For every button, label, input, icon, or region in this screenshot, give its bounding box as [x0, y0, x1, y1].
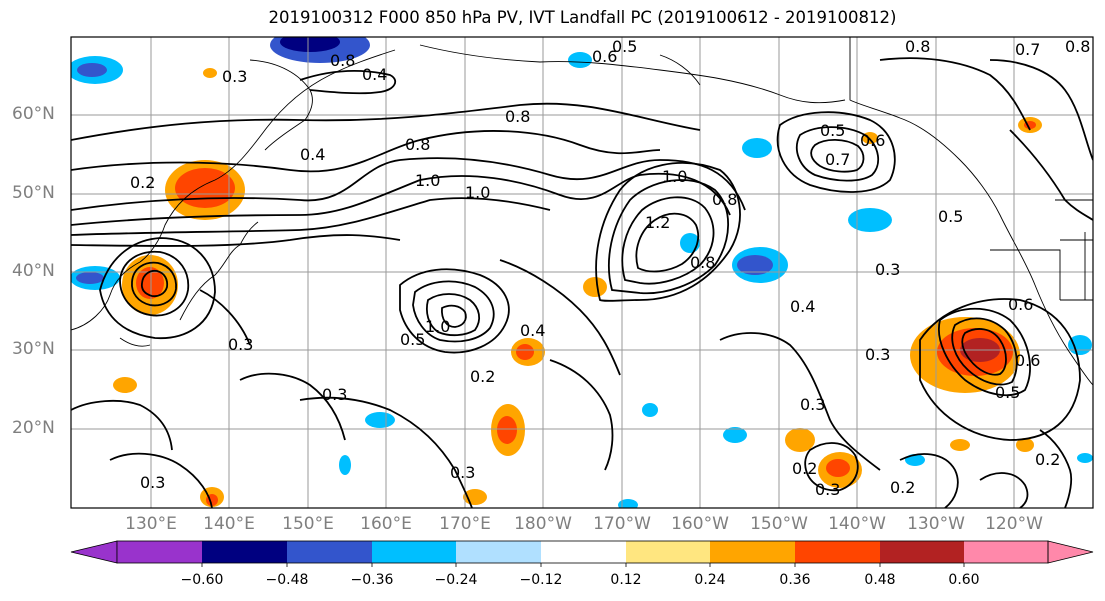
map-title: 2019100312 F000 850 hPa PV, IVT Landfall…: [268, 8, 897, 27]
shaded-anomalies: [71, 37, 1093, 508]
colorbar-segment: [287, 541, 372, 563]
contour-label-group: 0.8 0.4 0.3 0.2 0.6 0.4 0.8 0.5 0.8 1.0 …: [130, 37, 1090, 499]
contour-label: 0.2: [130, 173, 155, 192]
contour-label: 0.5: [820, 121, 845, 140]
contour-lines: [71, 57, 1093, 508]
positive-anomaly-regions: [113, 68, 1042, 507]
contour-label: 1.0: [465, 183, 490, 202]
contour-label: 0.3: [800, 395, 825, 414]
lon-label: 170°E: [439, 514, 491, 534]
contour-label: 0.6: [1015, 351, 1040, 370]
lat-label: 30°N: [12, 339, 55, 359]
contour-label: 0.2: [470, 367, 495, 386]
contour-label: 0.3: [815, 480, 840, 499]
coastlines: [71, 37, 1093, 386]
lon-label: 150°E: [282, 514, 334, 534]
contour-label: 1.0: [425, 317, 450, 336]
contour-label: 0.2: [890, 478, 915, 497]
colorbar: [70, 540, 1094, 567]
contour-label: 0.3: [140, 473, 165, 492]
contour-label: 0.8: [712, 190, 737, 209]
colorbar-tick-label: 0.36: [779, 572, 811, 588]
contour-label: 0.8: [405, 135, 430, 154]
contour-label: 1.0: [662, 167, 687, 186]
contour-label: 0.7: [825, 150, 850, 169]
colorbar-tick-label: 0.60: [948, 572, 980, 588]
contour-label: 0.7: [1015, 40, 1040, 59]
lon-label: 170°W: [593, 514, 651, 534]
contour-label: 1.2: [645, 213, 670, 232]
contour-label: 0.6: [592, 47, 617, 66]
lon-label: 130°E: [125, 514, 177, 534]
lat-label: 40°N: [12, 261, 55, 281]
contour-label: 0.8: [505, 107, 530, 126]
colorbar-segment: [70, 540, 118, 564]
contour-label: 0.5: [995, 383, 1020, 402]
graticule: [71, 37, 1093, 508]
contour-label: 0.3: [450, 463, 475, 482]
lat-label: 50°N: [12, 183, 55, 203]
contour-label: 0.5: [400, 330, 425, 349]
contour-label: 0.4: [362, 65, 387, 84]
map-frame: [70, 36, 1094, 509]
colorbar-tick-label: −0.36: [350, 572, 394, 588]
colorbar-segment: [710, 541, 795, 563]
contour-label: 0.4: [300, 145, 325, 164]
colorbar-tick-label: −0.48: [265, 572, 309, 588]
contour-label: 0.8: [1065, 37, 1090, 56]
contour-label: 0.6: [1008, 295, 1033, 314]
contour-label: 1.0: [415, 171, 440, 190]
lat-label: 60°N: [12, 104, 55, 124]
lon-label: 160°E: [360, 514, 412, 534]
contour-label: 0.3: [322, 385, 347, 404]
lon-label: 140°W: [828, 514, 886, 534]
lon-label: 140°E: [203, 514, 255, 534]
colorbar-segment: [372, 541, 456, 563]
lon-label: 150°W: [750, 514, 808, 534]
contour-label: 0.8: [905, 37, 930, 56]
colorbar-segment: [456, 541, 541, 563]
colorbar-tick-label: 0.12: [610, 572, 642, 588]
lon-label: 180°W: [514, 514, 572, 534]
contour-label: 0.2: [792, 459, 817, 478]
contour-label: 0.3: [222, 67, 247, 86]
colorbar-segment: [795, 541, 880, 563]
colorbar-segment: [541, 541, 626, 563]
colorbar-segment: [880, 541, 964, 563]
colorbar-tick-label: −0.12: [519, 572, 563, 588]
contour-label: 0.8: [690, 253, 715, 272]
contour-label: 0.3: [875, 260, 900, 279]
colorbar-segment: [964, 541, 1048, 563]
negative-anomaly-regions: [71, 37, 1093, 508]
colorbar-outline: [116, 540, 1049, 564]
colorbar-segment: [626, 541, 710, 563]
lat-label: 20°N: [12, 418, 55, 438]
colorbar-segment: [202, 541, 287, 563]
contour-label: 0.8: [330, 51, 355, 70]
colorbar-tick-label: −0.60: [180, 572, 224, 588]
contour-label: 0.5: [612, 37, 637, 56]
contour-label: 0.3: [228, 335, 253, 354]
contour-label: 0.6: [860, 131, 885, 150]
contour-label: 0.4: [520, 321, 545, 340]
lon-label: 120°W: [985, 514, 1043, 534]
contour-label: 0.2: [1035, 450, 1060, 469]
lon-label: 130°W: [907, 514, 965, 534]
colorbar-tick-label: 0.48: [864, 572, 896, 588]
colorbar-tick-label: 0.24: [694, 572, 726, 588]
colorbar-segment: [117, 541, 202, 563]
contour-label: 0.4: [790, 297, 815, 316]
contour-label: 0.5: [938, 207, 963, 226]
colorbar-tick-label: −0.24: [434, 572, 478, 588]
contour-label: 0.3: [865, 345, 890, 364]
lon-label: 160°W: [671, 514, 729, 534]
colorbar-segment: [1047, 540, 1094, 564]
